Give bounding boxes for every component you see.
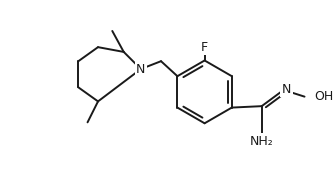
Text: OH: OH <box>314 90 333 103</box>
Text: NH₂: NH₂ <box>250 135 274 148</box>
Text: N: N <box>282 83 291 96</box>
Text: F: F <box>201 41 208 54</box>
Text: N: N <box>136 62 146 76</box>
